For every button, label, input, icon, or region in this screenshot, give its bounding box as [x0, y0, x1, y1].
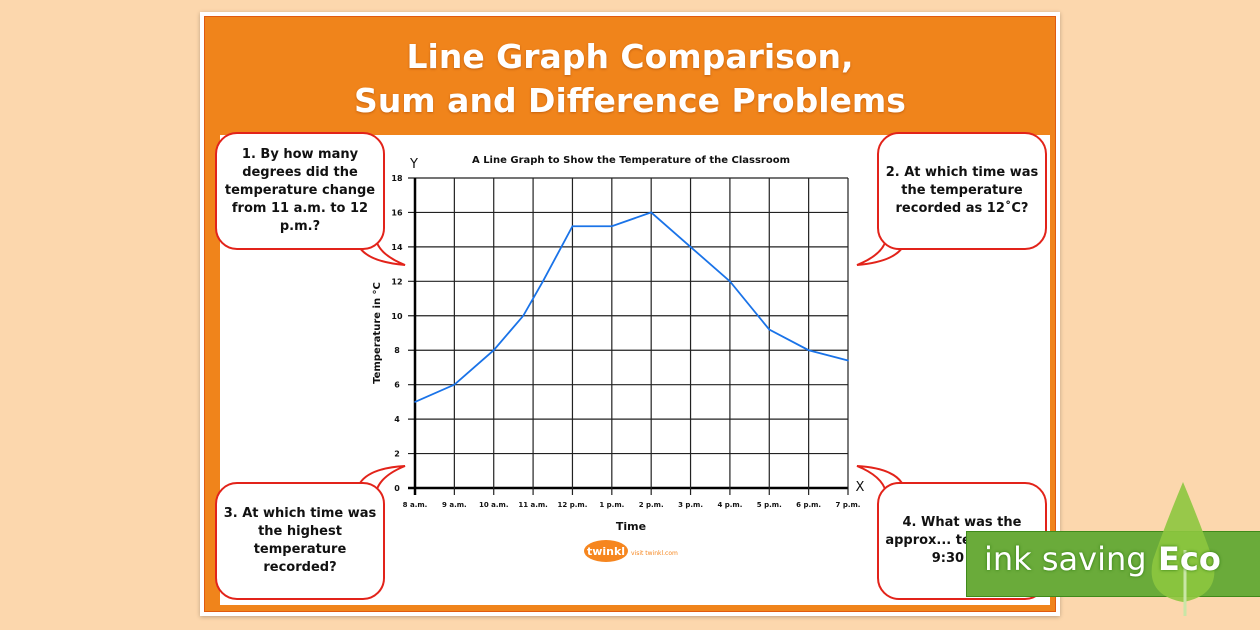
data-point: [542, 280, 544, 283]
data-point: [571, 225, 574, 228]
data-point: [729, 280, 731, 283]
data-point: [492, 349, 495, 352]
twinkl-logo: twinkl visit twinkl.com: [584, 540, 678, 562]
x-tick-label: 10 a.m.: [479, 501, 509, 509]
data-point: [689, 246, 692, 248]
x-tick-label: 9 a.m.: [442, 501, 467, 509]
question-1-text: 1. By how many degrees did the temperatu…: [224, 147, 376, 234]
eco-text: ink saving: [984, 540, 1147, 578]
y-tick-label: 4: [394, 415, 400, 424]
chart-grid: 0 2 4 6 8 10 12 14 16 18 8 a.m. 9 a.m. 10 a.m. 11 a.m…: [391, 174, 860, 509]
x-tick-label: 7 p.m.: [836, 501, 861, 509]
y-axis-letter: Y: [409, 157, 418, 172]
x-tick-label: 11 a.m.: [518, 501, 548, 509]
data-point: [414, 401, 416, 403]
data-point: [768, 328, 771, 331]
leaf-icon: [1151, 482, 1215, 616]
data-point: [807, 349, 810, 352]
question-bubble-3: 3. At which time was the highest tempera…: [215, 482, 385, 600]
y-tick-label: 14: [391, 243, 403, 252]
x-tick-label: 5 p.m.: [757, 501, 782, 509]
data-point: [611, 225, 613, 228]
y-axis-label: Temperature in °C: [372, 282, 383, 384]
x-axis-letter: X: [856, 480, 865, 495]
question-3-text: 3. At which time was the highest tempera…: [223, 506, 377, 575]
x-tick-label: 2 p.m.: [639, 501, 664, 509]
y-tick-label: 16: [391, 208, 403, 217]
x-tick-label: 4 p.m.: [717, 501, 742, 509]
series-line: [414, 211, 849, 403]
x-tick-label: 12 p.m.: [558, 501, 588, 509]
x-axis-label: Time: [616, 520, 646, 533]
logo-text: twinkl: [587, 545, 625, 558]
question-bubble-1: 1. By how many degrees did the temperatu…: [215, 132, 385, 250]
y-tick-label: 6: [394, 381, 400, 390]
x-tick-label: 1 p.m.: [599, 501, 624, 509]
poster-title: Line Graph Comparison, Sum and Differenc…: [205, 35, 1055, 123]
y-tick-label: 18: [391, 174, 403, 183]
y-tick-label: 2: [394, 450, 400, 459]
x-tick-label: 6 p.m.: [796, 501, 821, 509]
chart-title: A Line Graph to Show the Temperature of …: [472, 155, 790, 166]
eco-label: Eco: [1158, 540, 1221, 578]
question-2-text: 2. At which time was the temperature rec…: [885, 165, 1039, 216]
y-tick-label: 0: [394, 484, 400, 493]
question-bubble-2: 2. At which time was the temperature rec…: [877, 132, 1047, 250]
data-point: [522, 314, 525, 317]
x-tick-label: 3 p.m.: [678, 501, 703, 509]
y-tick-label: 8: [394, 346, 400, 355]
title-line-2: Sum and Difference Problems: [354, 81, 906, 120]
logo-url: visit twinkl.com: [631, 550, 678, 557]
data-point: [650, 211, 652, 214]
title-line-1: Line Graph Comparison,: [406, 37, 854, 76]
x-tick-label: 8 a.m.: [403, 501, 428, 509]
y-tick-label: 12: [391, 277, 402, 286]
data-point: [847, 359, 849, 362]
data-point: [453, 383, 456, 386]
y-tick-label: 10: [391, 312, 403, 321]
